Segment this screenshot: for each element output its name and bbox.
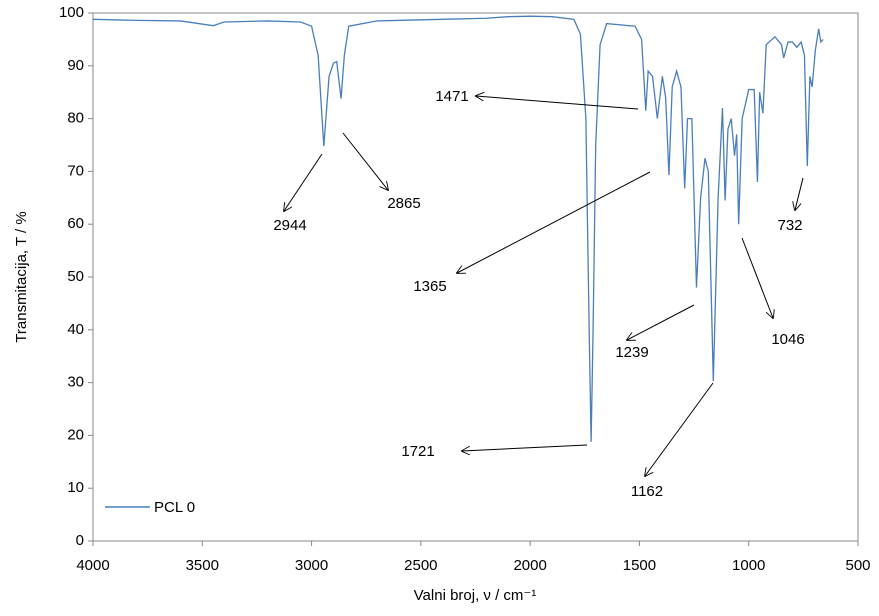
x-tick-label: 3500	[186, 557, 219, 574]
annotation-label: 1162	[631, 483, 663, 500]
y-axis-title: Transmitacija, T / %	[13, 211, 30, 342]
y-tick-label: 50	[67, 268, 84, 285]
annotation-label: 732	[777, 217, 802, 234]
y-tick-label: 80	[67, 110, 84, 127]
x-tick-label: 500	[845, 557, 870, 574]
annotation-arrow	[795, 177, 804, 210]
y-tick-label: 10	[67, 479, 84, 496]
x-axis-title: Valni broj, ν / cm⁻¹	[414, 587, 537, 604]
annotation-arrow	[462, 444, 588, 451]
y-tick-label: 20	[67, 426, 84, 443]
annotation-arrow	[476, 96, 639, 110]
annotation-label: 1239	[615, 344, 648, 361]
annotation-arrow	[457, 171, 651, 273]
y-tick-label: 60	[67, 215, 84, 232]
legend-label: PCL 0	[154, 499, 195, 516]
plot-frame	[92, 12, 859, 542]
annotation-label: 2865	[387, 195, 420, 212]
x-tick-label: 2000	[513, 557, 546, 574]
annotation-arrow	[645, 382, 714, 476]
annotation-label: 1471	[435, 88, 468, 105]
y-tick-label: 40	[67, 321, 84, 338]
annotation-arrow	[627, 304, 695, 340]
x-tick-label: 4000	[76, 557, 109, 574]
annotation-label: 1365	[413, 278, 446, 295]
y-tick-label: 90	[67, 57, 84, 74]
y-tick-label: 70	[67, 162, 84, 179]
spectrum-line	[92, 15, 824, 442]
annotation-label: 1046	[771, 331, 804, 348]
x-tick-label: 2500	[404, 557, 437, 574]
annotation-label: 2944	[273, 217, 306, 234]
x-tick-label: 1000	[732, 557, 765, 574]
y-tick-label: 0	[76, 532, 84, 549]
y-tick-label: 30	[67, 374, 84, 391]
annotation-label: 1721	[401, 443, 434, 460]
y-tick-label: 100	[59, 4, 84, 21]
annotation-arrow	[284, 153, 323, 211]
annotation-arrow	[741, 237, 773, 318]
annotation-arrow	[342, 132, 388, 190]
x-tick-label: 1500	[623, 557, 656, 574]
x-tick-label: 3000	[295, 557, 328, 574]
